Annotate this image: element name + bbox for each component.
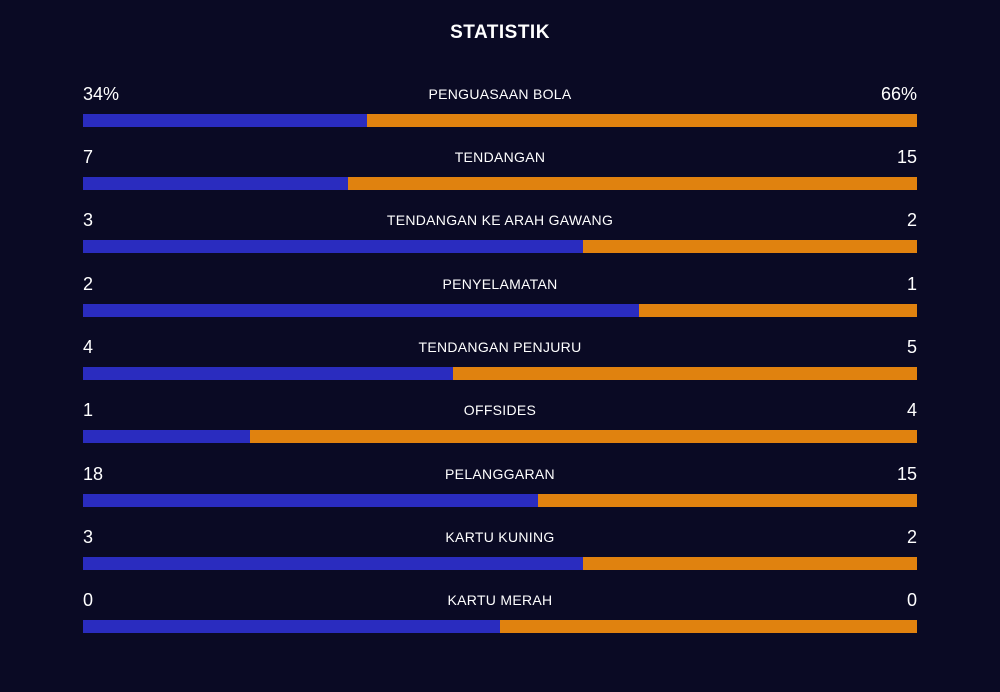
stat-label: TENDANGAN KE ARAH GAWANG — [386, 212, 614, 228]
home-bar-fill — [83, 367, 454, 380]
comparison-bar — [83, 620, 917, 633]
away-bar-fill — [348, 177, 917, 190]
comparison-bar — [83, 304, 917, 317]
away-bar-fill — [249, 430, 917, 443]
comparison-bar — [83, 430, 917, 443]
home-value: 3 — [83, 210, 94, 230]
stat-row-possession: 34% PENGUASAAN BOLA 66% — [83, 82, 917, 142]
home-bar-fill — [83, 557, 584, 570]
stat-row-shots: 7 TENDANGAN 15 — [83, 145, 917, 205]
home-value: 34% — [83, 84, 120, 104]
away-bar-fill — [366, 114, 917, 127]
panel-title: STATISTIK — [450, 22, 550, 43]
away-value: 1 — [906, 274, 917, 294]
stat-row-offsides: 1 OFFSIDES 4 — [83, 398, 917, 458]
away-value: 15 — [896, 147, 917, 167]
home-bar-fill — [83, 620, 500, 633]
stat-row-shots-on-target: 3 TENDANGAN KE ARAH GAWANG 2 — [83, 208, 917, 268]
home-bar-fill — [83, 114, 367, 127]
home-value: 18 — [83, 464, 104, 484]
stat-label: KARTU MERAH — [447, 592, 553, 608]
home-bar-fill — [83, 494, 538, 507]
stat-row-yellow-cards: 3 KARTU KUNING 2 — [83, 525, 917, 585]
away-value: 5 — [906, 337, 917, 357]
stat-label: TENDANGAN PENJURU — [418, 339, 582, 355]
comparison-bar — [83, 494, 917, 507]
away-bar-fill — [583, 557, 917, 570]
home-bar-fill — [83, 304, 640, 317]
comparison-bar — [83, 557, 917, 570]
away-bar-fill — [500, 620, 917, 633]
home-value: 3 — [83, 527, 94, 547]
away-value: 4 — [906, 400, 917, 420]
away-bar-fill — [583, 240, 917, 253]
stat-row-saves: 2 PENYELAMATAN 1 — [83, 272, 917, 332]
home-bar-fill — [83, 177, 349, 190]
comparison-bar — [83, 240, 917, 253]
away-bar-fill — [537, 494, 917, 507]
away-value: 2 — [906, 527, 917, 547]
stat-row-fouls: 18 PELANGGARAN 15 — [83, 462, 917, 522]
stat-label: OFFSIDES — [463, 402, 537, 418]
comparison-bar — [83, 114, 917, 127]
home-value: 0 — [83, 590, 94, 610]
home-value: 2 — [83, 274, 94, 294]
stat-label: PELANGGARAN — [445, 466, 555, 482]
stat-row-red-cards: 0 KARTU MERAH 0 — [83, 588, 917, 648]
home-value: 4 — [83, 337, 94, 357]
away-value: 15 — [896, 464, 917, 484]
away-value: 2 — [906, 210, 917, 230]
away-value: 66% — [880, 84, 917, 104]
stat-label: PENGUASAAN BOLA — [428, 86, 572, 102]
home-value: 7 — [83, 147, 94, 167]
away-bar-fill — [453, 367, 917, 380]
home-bar-fill — [83, 240, 584, 253]
home-bar-fill — [83, 430, 250, 443]
stat-row-corners: 4 TENDANGAN PENJURU 5 — [83, 335, 917, 395]
stat-label: PENYELAMATAN — [442, 276, 558, 292]
away-bar-fill — [639, 304, 917, 317]
comparison-bar — [83, 367, 917, 380]
away-value: 0 — [906, 590, 917, 610]
comparison-bar — [83, 177, 917, 190]
stat-label: KARTU KUNING — [445, 529, 555, 545]
home-value: 1 — [83, 400, 94, 420]
stat-label: TENDANGAN — [454, 149, 546, 165]
